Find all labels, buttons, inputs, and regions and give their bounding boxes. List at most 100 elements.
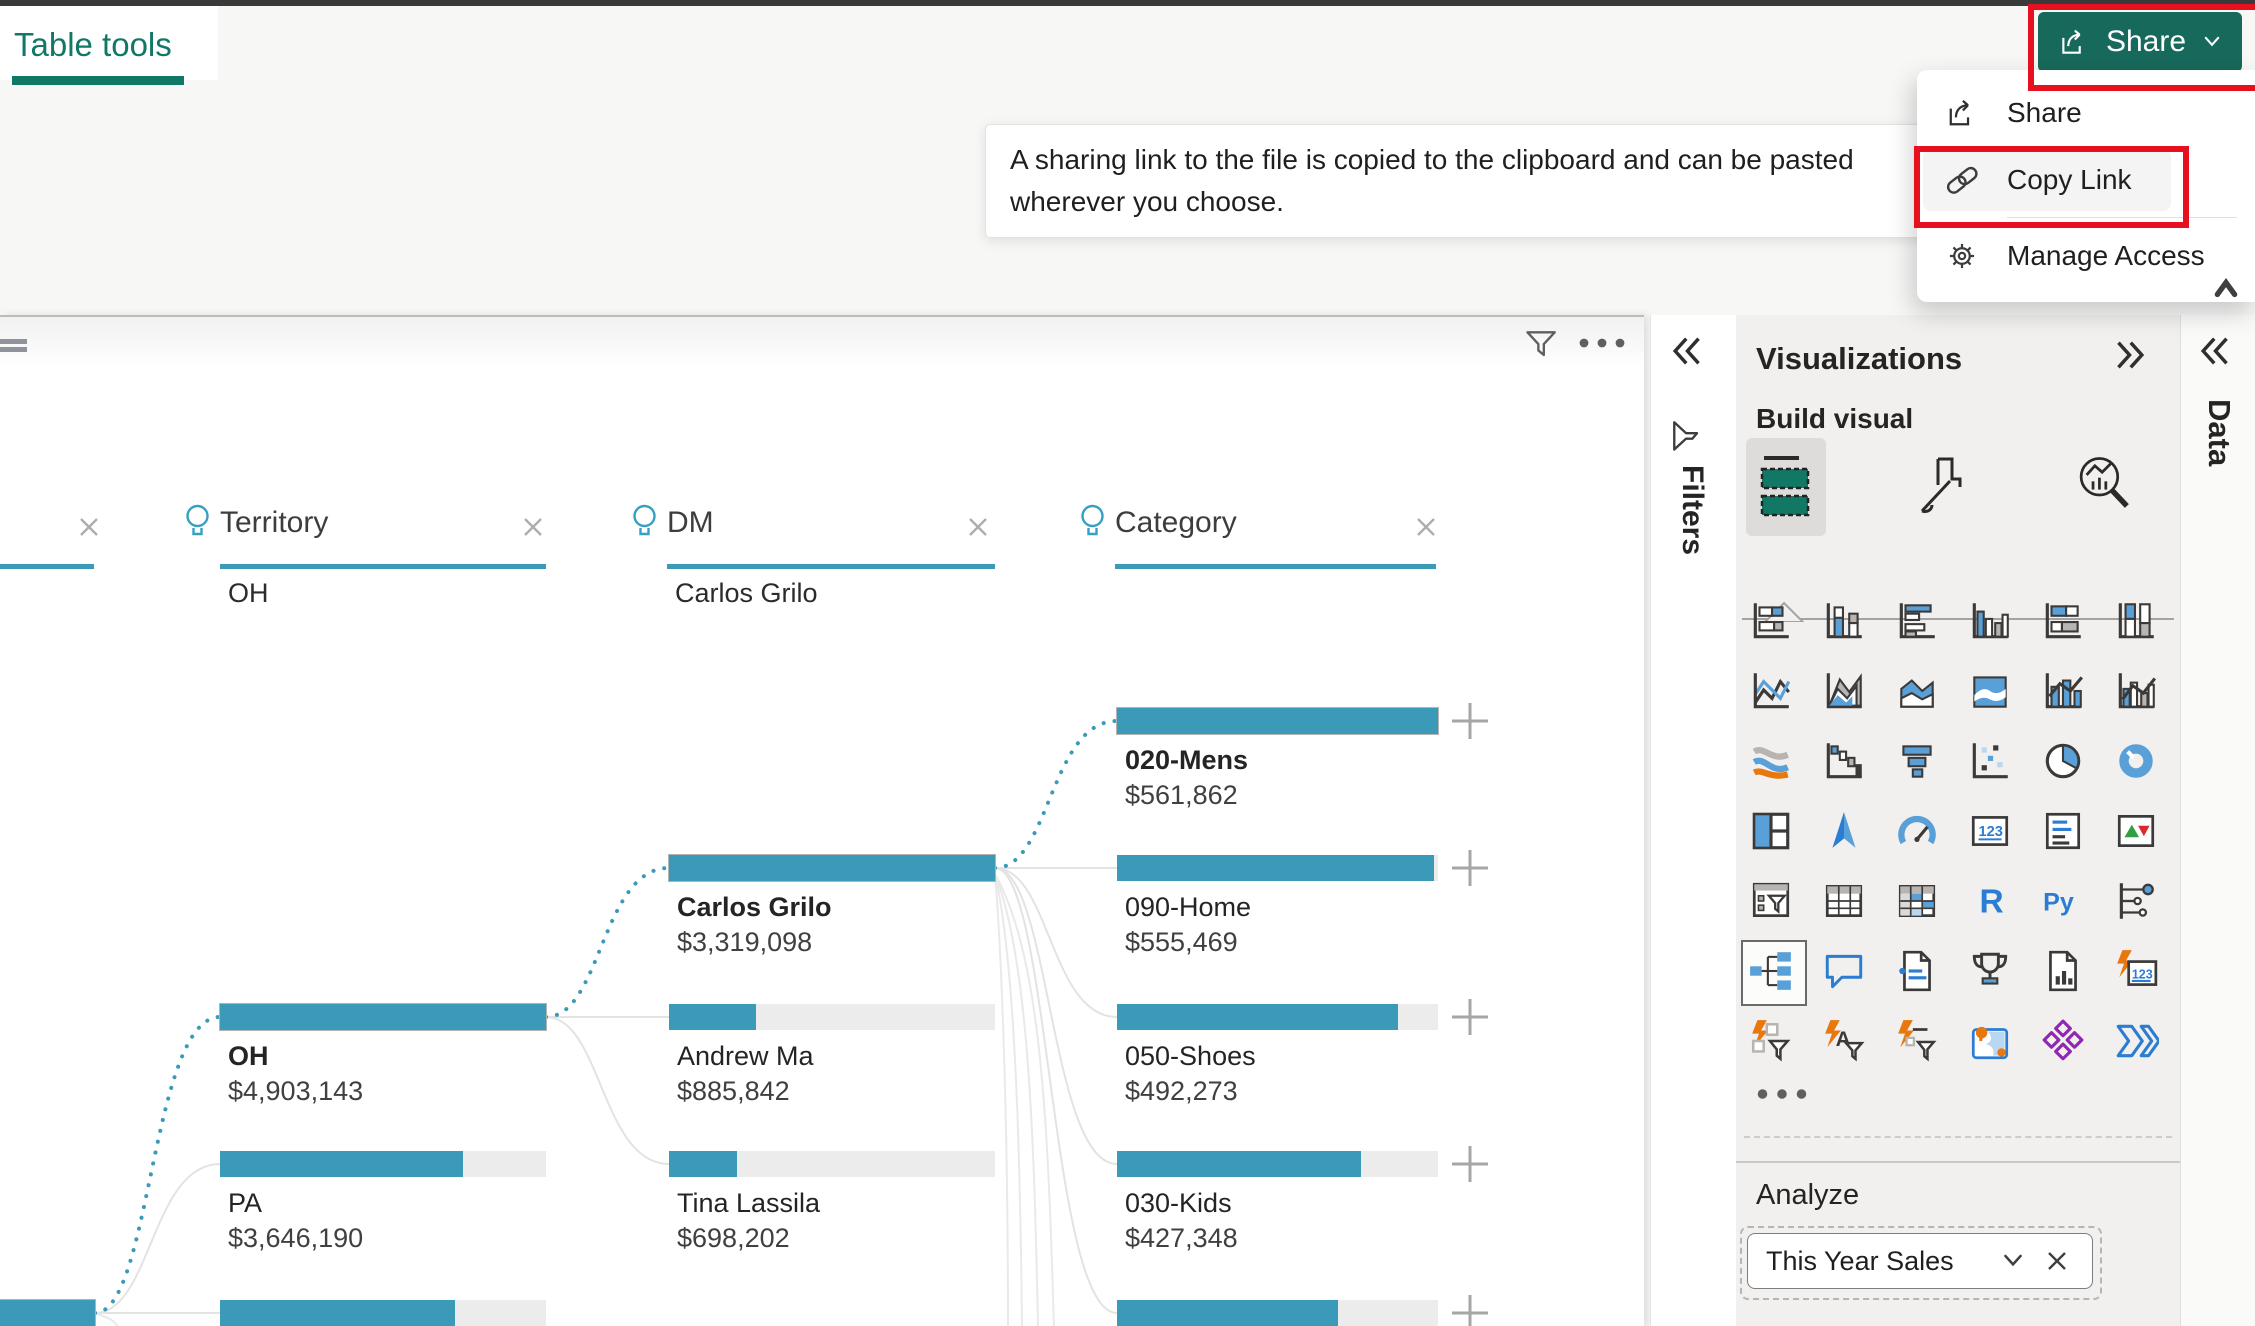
expand-node-icon[interactable] bbox=[1448, 699, 1492, 743]
menu-item-manage-access-label: Manage Access bbox=[2007, 240, 2205, 271]
visual-icon-funnel-chart[interactable] bbox=[1894, 738, 1940, 784]
lightbulb-icon[interactable] bbox=[631, 504, 658, 542]
visual-icon-button-slicer[interactable] bbox=[1894, 1018, 1940, 1064]
close-icon[interactable] bbox=[520, 514, 546, 540]
tab-analytics[interactable] bbox=[2072, 453, 2136, 517]
visual-icon-ribbon-chart[interactable] bbox=[1748, 738, 1794, 784]
visual-icon-stacked-column-chart[interactable] bbox=[1821, 598, 1867, 644]
visual-icon-donut-chart[interactable] bbox=[2113, 738, 2159, 784]
tree-node-label: 030-Kids bbox=[1125, 1188, 1232, 1218]
visual-icon-smart-narrative[interactable] bbox=[1894, 948, 1940, 994]
visual-icon-hundred-stacked-column-chart[interactable] bbox=[2113, 598, 2159, 644]
visual-icon-table[interactable] bbox=[1821, 878, 1867, 924]
lightbulb-icon[interactable] bbox=[1079, 504, 1106, 542]
expand-node-icon[interactable] bbox=[1448, 846, 1492, 890]
visual-icon-paginated-report[interactable] bbox=[2040, 948, 2086, 994]
expand-node-icon[interactable] bbox=[1448, 1142, 1492, 1186]
visual-icon-text-slicer[interactable]: A bbox=[1821, 1018, 1867, 1064]
chevron-down-icon[interactable] bbox=[2000, 1250, 2026, 1272]
tree-node-bar[interactable] bbox=[220, 1300, 546, 1326]
visual-icon-hundred-stacked-area-chart[interactable] bbox=[1967, 668, 2013, 714]
visual-icon-line-chart[interactable] bbox=[1748, 668, 1794, 714]
field-pill[interactable]: This Year Sales bbox=[1747, 1233, 2093, 1289]
tree-node-value: $885,842 bbox=[677, 1076, 790, 1106]
visual-icon-clustered-bar-chart[interactable] bbox=[1894, 598, 1940, 644]
visual-filter-icon[interactable] bbox=[1522, 325, 1562, 365]
share-button[interactable]: Share bbox=[2038, 12, 2242, 72]
level-label: Territory bbox=[220, 506, 329, 539]
close-icon[interactable] bbox=[965, 514, 991, 540]
visual-icon-treemap[interactable] bbox=[1748, 808, 1794, 854]
visual-icon-stacked-bar-chart[interactable] bbox=[1748, 598, 1794, 644]
visual-icon-metrics[interactable] bbox=[1967, 948, 2013, 994]
expand-node-icon[interactable] bbox=[1448, 995, 1492, 1039]
expand-pane-icon[interactable] bbox=[1667, 335, 1703, 367]
more-options-icon[interactable] bbox=[1578, 337, 1626, 349]
visualizations-title: Visualizations bbox=[1756, 341, 1963, 376]
visual-icon-map[interactable] bbox=[1821, 808, 1867, 854]
share-tooltip: A sharing link to the file is copied to … bbox=[985, 124, 1975, 238]
visual-icon-multi-row-card[interactable] bbox=[2040, 808, 2086, 854]
drag-handle-icon[interactable] bbox=[0, 347, 27, 352]
visual-icon-stacked-area-chart[interactable] bbox=[1894, 668, 1940, 714]
menu-item-copy-link[interactable]: Copy Link bbox=[1923, 149, 2171, 211]
visual-icon-power-automate[interactable] bbox=[2113, 1018, 2159, 1064]
lightbulb-icon[interactable] bbox=[184, 504, 211, 542]
tab-build-visual[interactable] bbox=[1746, 438, 1826, 536]
visual-icon-matrix[interactable] bbox=[1894, 878, 1940, 924]
tab-format-visual[interactable] bbox=[1912, 455, 1976, 519]
visual-icon-r-script-visual[interactable]: R bbox=[1967, 878, 2013, 924]
visual-icon-card[interactable]: 123 bbox=[1967, 808, 2013, 854]
more-visuals-icon[interactable] bbox=[1756, 1087, 1808, 1101]
data-pane-title[interactable]: Data bbox=[2202, 399, 2237, 467]
tree-root-bar[interactable] bbox=[0, 1299, 96, 1326]
analyze-field-well[interactable] bbox=[1740, 1226, 2102, 1300]
filters-funnel-icon[interactable] bbox=[1667, 415, 1707, 455]
expand-pane-icon[interactable] bbox=[2114, 339, 2150, 371]
menu-item-manage-access[interactable]: Manage Access bbox=[1923, 225, 2239, 287]
tree-node-value: $427,348 bbox=[1125, 1223, 1238, 1253]
visual-icon-slicer[interactable] bbox=[1748, 878, 1794, 924]
svg-text:123: 123 bbox=[2132, 967, 2153, 981]
tab-table-tools[interactable]: Table tools bbox=[0, 6, 218, 85]
visual-icon-decomposition-tree[interactable] bbox=[1748, 948, 1794, 994]
visual-icon-qna-visual[interactable] bbox=[1821, 948, 1867, 994]
tree-node-value: $3,646,190 bbox=[228, 1223, 364, 1253]
visual-icon-line-and-clustered-column-chart[interactable] bbox=[2113, 668, 2159, 714]
visual-icon-waterfall-chart[interactable] bbox=[1821, 738, 1867, 784]
tree-node-bar[interactable] bbox=[669, 1004, 995, 1030]
remove-field-icon[interactable] bbox=[2044, 1248, 2070, 1274]
visual-icon-pie-chart[interactable] bbox=[2040, 738, 2086, 784]
tree-node-bar[interactable] bbox=[669, 1151, 995, 1177]
visual-icon-python-visual[interactable]: Py bbox=[2040, 878, 2086, 924]
visual-icon-line-and-stacked-column-chart[interactable] bbox=[2040, 668, 2086, 714]
tree-node-bar[interactable] bbox=[668, 854, 996, 882]
visual-icon-scatter-chart[interactable] bbox=[1967, 738, 2013, 784]
tree-node-bar[interactable] bbox=[1117, 1300, 1438, 1326]
tree-node-bar[interactable] bbox=[219, 1003, 547, 1031]
close-icon[interactable] bbox=[1413, 514, 1439, 540]
tree-node-bar[interactable] bbox=[1117, 855, 1438, 881]
filters-pane-title[interactable]: Filters bbox=[1676, 465, 1709, 556]
expand-node-icon[interactable] bbox=[1448, 1291, 1492, 1326]
bar-fill bbox=[220, 1300, 455, 1326]
tree-node-bar[interactable] bbox=[1116, 707, 1439, 735]
visual-icon-power-apps[interactable] bbox=[2040, 1018, 2086, 1064]
drag-handle-icon[interactable] bbox=[0, 339, 27, 344]
visual-icon-clustered-column-chart[interactable] bbox=[1967, 598, 2013, 644]
visual-icon-new-card[interactable]: 123 bbox=[2113, 948, 2159, 994]
window-top-edge bbox=[0, 0, 2255, 6]
visual-icon-arcgis-map[interactable] bbox=[1967, 1018, 2013, 1064]
visual-icon-new-slicer[interactable] bbox=[1748, 1018, 1794, 1064]
visual-icon-key-influencers[interactable] bbox=[2113, 878, 2159, 924]
tree-node-bar[interactable] bbox=[1117, 1004, 1438, 1030]
tree-node-bar[interactable] bbox=[220, 1151, 546, 1177]
expand-pane-icon[interactable] bbox=[2195, 335, 2231, 367]
close-icon[interactable] bbox=[76, 514, 102, 540]
tree-node-bar[interactable] bbox=[1117, 1151, 1438, 1177]
visual-icon-kpi[interactable] bbox=[2113, 808, 2159, 854]
visual-icon-gauge[interactable] bbox=[1894, 808, 1940, 854]
menu-item-share[interactable]: Share bbox=[1923, 82, 2239, 144]
visual-icon-area-chart[interactable] bbox=[1821, 668, 1867, 714]
visual-icon-hundred-stacked-bar-chart[interactable] bbox=[2040, 598, 2086, 644]
